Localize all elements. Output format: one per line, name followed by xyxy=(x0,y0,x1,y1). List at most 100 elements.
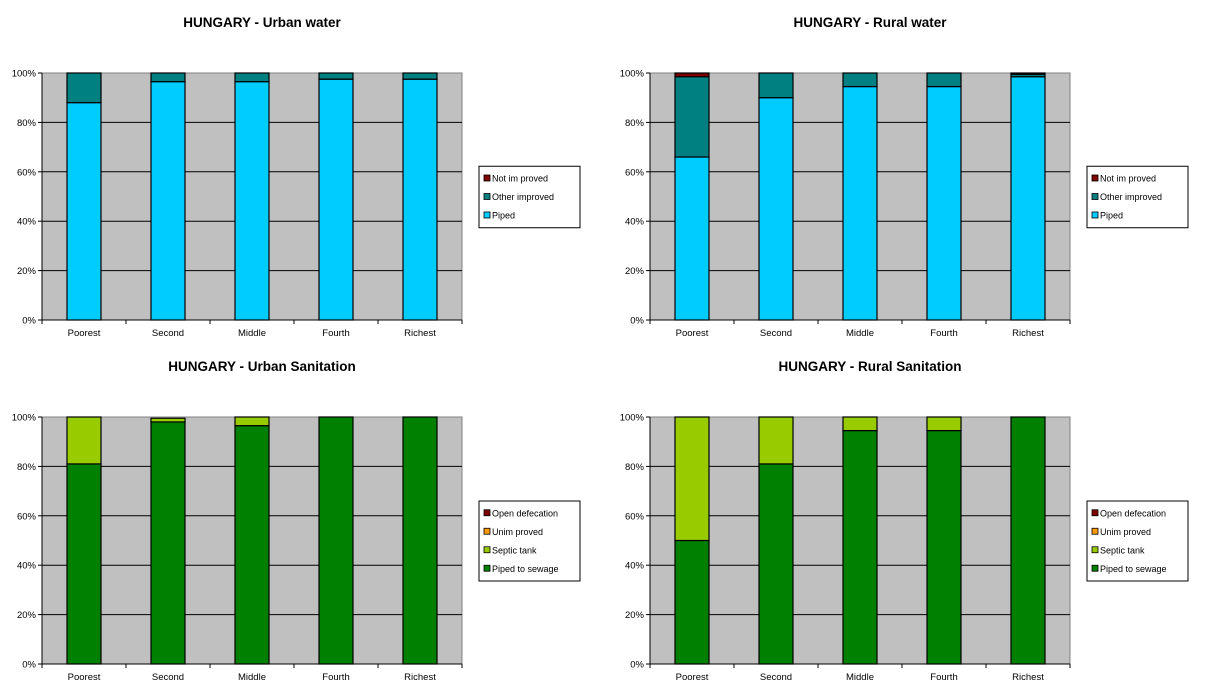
y-tick-label: 0% xyxy=(22,660,36,671)
x-tick-label: Second xyxy=(760,672,792,683)
chart-title: HUNGARY - Rural water xyxy=(793,15,947,30)
bar-piped-second xyxy=(150,81,186,321)
legend-label: Unim proved xyxy=(1100,527,1151,537)
rural-water-chart: HUNGARY - Rural water 0% 20% 40% 60% 80% 100% P… xyxy=(620,15,1189,339)
bar-septic-tank-middle xyxy=(842,416,878,432)
y-tick-label: 60% xyxy=(17,511,37,522)
x-tick-label: Fourth xyxy=(322,672,349,683)
legend-swatch xyxy=(1091,174,1099,182)
bar-piped-to-sewage-second xyxy=(758,463,794,665)
y-tick-label: 0% xyxy=(630,316,644,327)
legend-swatch xyxy=(1091,527,1099,535)
bar-piped-to-sewage-middle xyxy=(234,425,270,665)
legend: Open defecation Unim proved Septic tank Pip… xyxy=(478,500,581,582)
bar-other-improved-middle xyxy=(234,72,270,83)
y-tick-label: 0% xyxy=(630,660,644,671)
x-tick-label: Second xyxy=(760,328,792,339)
legend-box xyxy=(478,165,581,229)
y-tick-label: 40% xyxy=(625,561,645,572)
bar-septic-tank-middle xyxy=(234,416,270,427)
y-tick-label: 80% xyxy=(17,118,37,129)
chart-title: HUNGARY - Rural Sanitation xyxy=(778,359,961,374)
legend-label: Septic tank xyxy=(492,545,537,555)
legend-swatch xyxy=(483,564,491,572)
y-tick-label: 20% xyxy=(625,610,645,621)
bar-piped-poorest xyxy=(66,102,102,321)
legend-swatch xyxy=(483,509,491,517)
x-tick-label: Second xyxy=(152,328,184,339)
legend-label: Piped xyxy=(1100,211,1123,221)
legend-label: Piped xyxy=(492,211,515,221)
legend-label: Other improved xyxy=(1100,192,1162,202)
y-tick-label: 60% xyxy=(625,511,645,522)
urban-water-panel: HUNGARY - Urban water 0% 20% 40% 60% 80% 100% P… xyxy=(0,0,608,344)
bar-not-improved-poorest xyxy=(674,72,710,78)
legend-swatch xyxy=(1091,193,1099,200)
x-tick-label: Poorest xyxy=(676,328,709,339)
bar-piped-fourth xyxy=(318,78,354,321)
y-tick-label: 20% xyxy=(17,610,37,621)
bar-piped-middle xyxy=(842,85,878,321)
bar-other-improved-poorest xyxy=(674,76,710,158)
bar-septic-tank-poorest xyxy=(66,416,102,465)
legend-label: Septic tank xyxy=(1100,545,1145,555)
bar-piped-to-sewage-richest xyxy=(402,416,438,665)
y-tick-label: 60% xyxy=(17,167,37,178)
bar-not-improved-richest xyxy=(1010,72,1046,75)
legend-label: Open defecation xyxy=(492,508,558,518)
bar-septic-tank-second xyxy=(150,417,186,423)
legend-swatch xyxy=(483,174,491,182)
x-tick-label: Middle xyxy=(846,328,874,339)
bar-piped-richest xyxy=(402,78,438,321)
bar-other-improved-fourth xyxy=(926,72,962,88)
legend-swatch xyxy=(483,546,491,554)
x-tick-label: Middle xyxy=(238,672,266,683)
bar-piped-second xyxy=(758,97,794,321)
x-tick-label: Poorest xyxy=(676,672,709,683)
y-tick-label: 40% xyxy=(17,561,37,572)
rural-water-panel: HUNGARY - Rural water 0% 20% 40% 60% 80% 100% P… xyxy=(608,0,1216,344)
x-tick-label: Fourth xyxy=(322,328,349,339)
bar-piped-poorest xyxy=(674,156,710,321)
x-tick-label: Fourth xyxy=(930,672,957,683)
bar-other-improved-richest xyxy=(402,72,438,80)
bar-piped-to-sewage-fourth xyxy=(318,416,354,665)
legend-swatch xyxy=(1091,546,1099,554)
bar-piped-to-sewage-fourth xyxy=(926,429,962,665)
y-tick-label: 60% xyxy=(625,167,645,178)
legend: Not im proved Other improved Piped xyxy=(1086,165,1189,229)
bar-piped-to-sewage-second xyxy=(150,421,186,665)
legend-swatch xyxy=(1091,211,1099,219)
legend-label: Open defecation xyxy=(1100,508,1166,518)
urban-sanitation-panel: HUNGARY - Urban Sanitation 0% 20% 40% 60% 80%… xyxy=(0,344,608,688)
y-tick-label: 0% xyxy=(22,316,36,327)
x-tick-label: Poorest xyxy=(68,328,101,339)
bar-septic-tank-poorest xyxy=(674,416,710,542)
chart-title: HUNGARY - Urban water xyxy=(183,15,341,30)
rural-sanitation-chart: HUNGARY - Rural Sanitation 0% 20% 40% 60% 80%… xyxy=(620,359,1189,683)
y-tick-label: 20% xyxy=(17,266,37,277)
x-tick-label: Richest xyxy=(1012,672,1044,683)
legend-label: Unim proved xyxy=(492,527,543,537)
legend-label: Not im proved xyxy=(1100,174,1156,184)
urban-water-chart: HUNGARY - Urban water 0% 20% 40% 60% 80% 100% P… xyxy=(12,15,581,339)
bar-other-improved-second xyxy=(758,72,794,99)
legend-swatch xyxy=(1091,564,1099,572)
x-tick-label: Poorest xyxy=(68,672,101,683)
y-tick-label: 40% xyxy=(625,217,645,228)
legend-label: Piped to sewage xyxy=(1100,564,1167,574)
legend-swatch xyxy=(483,211,491,219)
bar-piped-to-sewage-poorest xyxy=(66,463,102,665)
bar-piped-richest xyxy=(1010,76,1046,321)
legend-box xyxy=(1086,165,1189,229)
bar-other-improved-second xyxy=(150,72,186,83)
bar-other-improved-middle xyxy=(842,72,878,88)
legend-label: Not im proved xyxy=(492,174,548,184)
x-tick-label: Middle xyxy=(238,328,266,339)
bar-other-improved-poorest xyxy=(66,72,102,104)
legend-box xyxy=(478,500,581,582)
y-tick-label: 20% xyxy=(625,266,645,277)
x-tick-label: Middle xyxy=(846,672,874,683)
legend: Open defecation Unim proved Septic tank Pip… xyxy=(1086,500,1189,582)
x-tick-label: Fourth xyxy=(930,328,957,339)
